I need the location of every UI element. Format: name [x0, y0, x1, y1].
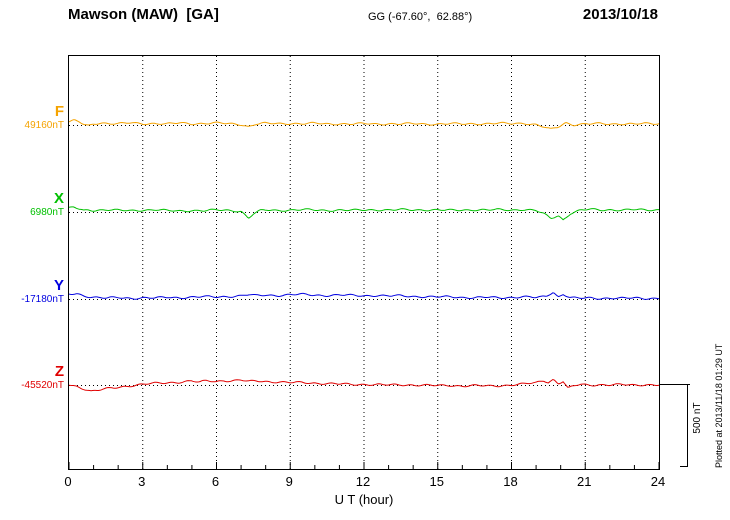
channel-base-f: 49160nT: [24, 120, 64, 131]
x-tick-label-12: 12: [355, 474, 371, 489]
x-tick-label-6: 6: [211, 474, 220, 489]
geographic-coords: GG (-67.60°, 62.88°): [368, 11, 473, 23]
channel-name-x: X: [53, 190, 64, 207]
station-title: Mawson (MAW) [GA]: [68, 6, 219, 23]
magnetogram-traces: [69, 56, 659, 469]
scale-bar: [687, 384, 688, 466]
plot-frame: [68, 55, 660, 470]
trace-z: [69, 378, 659, 392]
scale-bar-top-line: [660, 384, 690, 385]
plot-date: 2013/10/18: [582, 6, 658, 23]
scale-bar-bottom-cap: [680, 466, 688, 467]
channel-label-z: Z -45520nT: [2, 364, 64, 392]
channel-name-y: Y: [53, 277, 64, 294]
scale-bar-label: 500 nT: [692, 402, 703, 434]
channel-label-x: X 6980nT: [2, 191, 64, 219]
plotted-at-note: Plotted at 2013/11/18 01:29 UT: [714, 343, 724, 468]
x-tick-label-15: 15: [429, 474, 444, 489]
x-tick-label-18: 18: [503, 474, 518, 489]
x-tick-label-9: 9: [285, 474, 293, 489]
channel-label-f: F 49160nT: [2, 104, 64, 132]
x-axis-title: U T (hour): [334, 492, 394, 507]
trace-x: [69, 206, 659, 221]
x-tick-label-24: 24: [650, 474, 666, 489]
x-tick-label-3: 3: [138, 474, 146, 489]
x-tick-label-21: 21: [577, 474, 592, 489]
trace-y: [69, 292, 659, 300]
channel-label-y: Y -17180nT: [2, 278, 64, 306]
channel-base-y: -17180nT: [21, 294, 64, 305]
channel-base-z: -45520nT: [21, 380, 64, 391]
trace-f: [69, 119, 659, 129]
channel-base-x: 6980nT: [30, 207, 64, 218]
x-tick-label-0: 0: [64, 474, 72, 489]
channel-name-z: Z: [54, 363, 64, 380]
channel-name-f: F: [54, 103, 64, 120]
